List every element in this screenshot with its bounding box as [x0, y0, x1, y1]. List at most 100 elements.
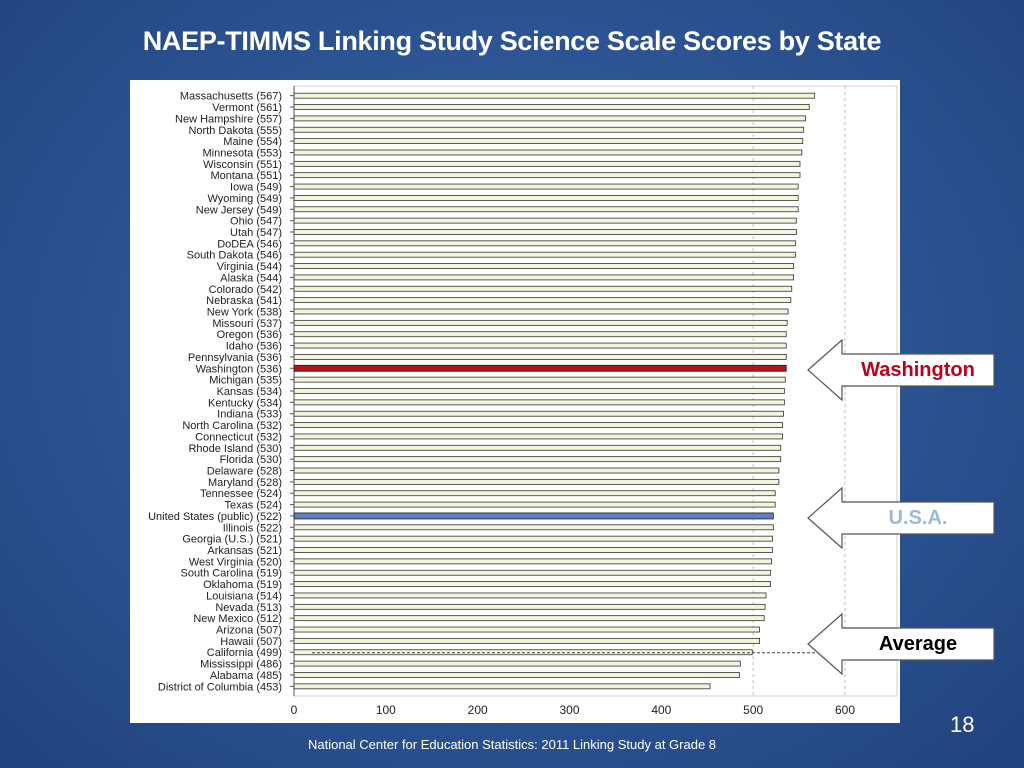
bar: [293, 104, 810, 110]
bar: [293, 217, 797, 224]
bar: [293, 672, 740, 678]
category-label: Hawaii (507): [220, 636, 282, 648]
category-label: New Jersey (549): [196, 204, 282, 216]
slide-title: NAEP-TIMMS Linking Study Science Scale S…: [142, 26, 882, 56]
left-arrow-icon: [807, 612, 995, 676]
bar: [293, 342, 787, 349]
bar: [293, 637, 760, 644]
category-label: New Mexico (512): [193, 613, 282, 625]
bar: [293, 274, 794, 281]
bar: [293, 490, 776, 497]
category-label: Alaska (544): [220, 272, 282, 284]
category-label: Alabama (485): [210, 670, 282, 682]
category-label: Texas (524): [225, 500, 282, 512]
average-callout: Average: [806, 612, 996, 676]
bar: [293, 399, 785, 406]
left-arrow-icon: [807, 486, 995, 550]
bar: [293, 149, 803, 156]
category-label: Idaho (536): [226, 341, 282, 353]
average-label: Average: [878, 633, 958, 655]
x-tick-label: 600: [835, 703, 855, 717]
category-label: Washington (536): [196, 363, 282, 375]
category-label: Pennsylvania (536): [188, 352, 282, 364]
x-tick-label: 200: [468, 703, 488, 717]
bar: [293, 138, 804, 145]
left-arrow-icon: [807, 338, 995, 402]
x-tick-label: 300: [559, 703, 579, 717]
bar: [293, 626, 760, 633]
category-label: North Carolina (532): [182, 420, 282, 432]
bar: [293, 422, 783, 428]
category-label: Illinois (522): [223, 522, 282, 534]
category-label: Maine (554): [223, 136, 282, 148]
bar: [293, 331, 787, 338]
category-label: Wyoming (549): [208, 193, 282, 205]
bar: [293, 229, 797, 235]
category-label: North Dakota (555): [188, 125, 282, 137]
bar: [293, 364, 787, 372]
category-label: Florida (530): [220, 454, 282, 466]
bar: [293, 285, 793, 292]
category-label: Indiana (533): [217, 409, 282, 421]
category-label: New York (538): [207, 306, 282, 318]
bar: [293, 195, 799, 201]
category-label: Oklahoma (519): [203, 579, 282, 591]
bar: [293, 206, 799, 213]
x-tick-label: 500: [743, 703, 763, 717]
bar: [293, 592, 767, 599]
category-label: West Virginia (520): [189, 556, 282, 568]
bar: [293, 660, 741, 667]
source-note: National Center for Education Statistics…: [307, 737, 717, 752]
category-label: DoDEA (546): [217, 238, 282, 250]
bar: [293, 410, 784, 417]
bar: [293, 456, 782, 463]
bar: [293, 126, 805, 133]
category-label: Louisiana (514): [206, 590, 282, 602]
category-label: New Hampshire (557): [175, 113, 282, 125]
bar: [293, 535, 773, 542]
category-label: Kentucky (534): [208, 397, 282, 409]
bar: [293, 615, 765, 622]
bar: [293, 92, 816, 99]
category-label: Wisconsin (551): [203, 159, 282, 171]
category-label: Maryland (528): [208, 477, 282, 489]
bar: [293, 512, 774, 520]
bar: [293, 558, 772, 565]
category-label: Nevada (513): [215, 602, 282, 614]
category-label: Delaware (528): [207, 466, 282, 478]
washington-label: Washington: [861, 359, 975, 381]
category-label: South Carolina (519): [180, 568, 282, 580]
category-label: Ohio (547): [230, 216, 282, 228]
category-label: Virginia (544): [217, 261, 282, 273]
bar: [293, 172, 801, 179]
bar: [293, 115, 806, 122]
category-label: Colorado (542): [209, 284, 282, 296]
category-label: Massachusetts (567): [180, 91, 282, 103]
bar: [293, 478, 780, 485]
x-tick-label: 100: [376, 703, 396, 717]
category-label: Kansas (534): [217, 386, 282, 398]
category-label: South Dakota (546): [187, 250, 282, 262]
x-tick-label: 400: [651, 703, 671, 717]
category-label: Nebraska (541): [206, 295, 282, 307]
category-label: Vermont (561): [212, 102, 282, 114]
category-label: Iowa (549): [230, 182, 282, 194]
category-label: Mississippi (486): [200, 659, 282, 671]
bar: [293, 388, 785, 394]
category-label: Missouri (537): [212, 318, 282, 330]
bar: [293, 433, 783, 440]
bar: [293, 569, 772, 576]
bar: [293, 240, 796, 247]
category-label: Arizona (507): [216, 625, 282, 637]
bar: [293, 581, 772, 587]
bar: [293, 319, 788, 326]
category-label: Montana (551): [210, 170, 282, 182]
usa-label: U.S.A.: [888, 507, 948, 529]
bar: [293, 376, 786, 383]
bar: [293, 683, 711, 690]
category-label: Arkansas (521): [207, 545, 282, 557]
bar: [293, 354, 787, 360]
category-label: Tennessee (524): [200, 488, 282, 500]
bar: [293, 263, 794, 269]
page-number: 18: [950, 712, 975, 737]
